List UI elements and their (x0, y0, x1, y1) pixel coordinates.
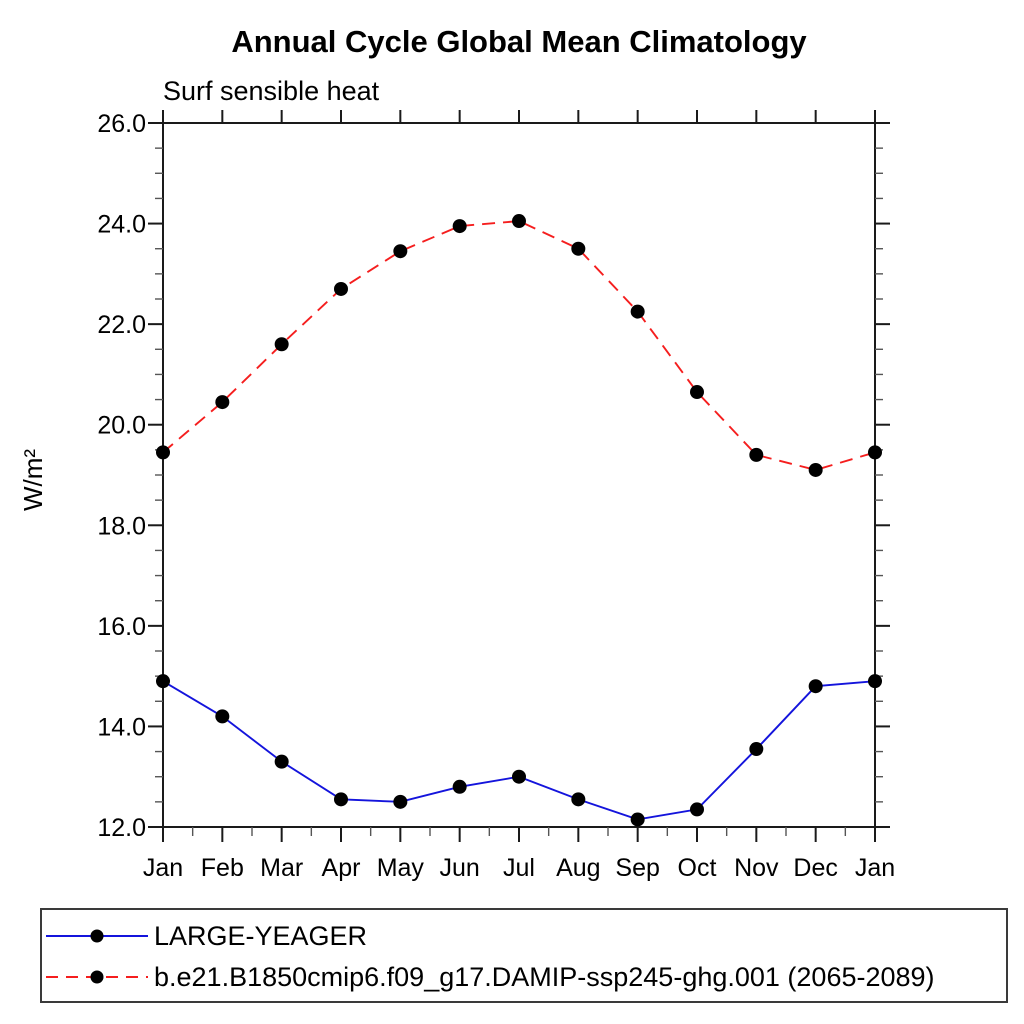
data-point (215, 709, 230, 724)
data-point (156, 445, 170, 460)
series-line-0 (162, 680, 876, 821)
data-point (749, 742, 764, 757)
y-tick-label: 22.0 (97, 311, 146, 339)
x-tick-label: Apr (322, 854, 361, 882)
data-point (274, 337, 289, 352)
data-point (868, 674, 882, 689)
data-point (571, 792, 586, 807)
legend-item-0: LARGE-YEAGER (46, 921, 367, 951)
x-tick-label: Jul (503, 854, 535, 882)
data-point (630, 304, 645, 319)
data-point (215, 395, 230, 410)
y-axis-label: W/m² (18, 449, 48, 511)
chart-title: Annual Cycle Global Mean Climatology (231, 24, 807, 59)
x-tick-label: Dec (793, 854, 837, 882)
legend-label-1: b.e21.B1850cmip6.f09_g17.DAMIP-ssp245-gh… (154, 962, 935, 992)
chart-subtitle: Surf sensible heat (163, 76, 380, 106)
legend-box (40, 908, 1008, 1003)
plot-frame (162, 122, 876, 828)
data-point (393, 244, 408, 259)
x-tick-label: Mar (260, 854, 303, 882)
x-tick-label: Jan (143, 854, 183, 882)
legend-marker-icon (90, 929, 104, 943)
y-tick-label: 20.0 (97, 412, 146, 440)
data-point (452, 219, 467, 234)
y-tick-label: 26.0 (97, 110, 146, 138)
x-tick-label: Sep (615, 854, 659, 882)
plot-area: 12.0 14.0 16.0 18.0 20.0 22.0 24.0 26.0 Jan Feb Ma… (97, 110, 895, 882)
data-point (808, 679, 823, 694)
data-point (452, 779, 467, 794)
x-tick-label: Feb (201, 854, 244, 882)
data-point (690, 802, 704, 817)
y-tick-label: 12.0 (97, 814, 146, 842)
y-tick-label: 18.0 (97, 512, 146, 540)
x-tick-label: Jun (440, 854, 480, 882)
legend: LARGE-YEAGER b.e21.B1850cmip6.f09_g17.DA… (40, 908, 1008, 1003)
data-point (334, 792, 348, 807)
data-point (868, 445, 882, 460)
data-point (334, 281, 348, 296)
data-point (630, 812, 645, 827)
x-tick-label: May (377, 854, 425, 882)
data-point (749, 447, 764, 462)
data-point (571, 241, 586, 256)
series-line-1 (162, 220, 876, 471)
data-point (274, 754, 289, 769)
data-point (512, 769, 526, 784)
y-tick-label: 14.0 (97, 713, 146, 741)
data-point (156, 674, 170, 689)
legend-item-1: b.e21.B1850cmip6.f09_g17.DAMIP-ssp245-gh… (46, 962, 935, 992)
y-tick-label: 16.0 (97, 613, 146, 641)
x-tick-label: Jan (855, 854, 895, 882)
y-tick-label: 24.0 (97, 211, 146, 239)
x-tick-label: Oct (678, 854, 717, 882)
data-point (512, 214, 526, 229)
x-tick-label: Nov (734, 854, 779, 882)
data-point (393, 794, 408, 809)
data-point (690, 385, 704, 400)
legend-label-0: LARGE-YEAGER (154, 921, 367, 951)
x-tick-label: Aug (556, 854, 600, 882)
legend-marker-icon (90, 970, 104, 984)
data-point (808, 462, 823, 477)
